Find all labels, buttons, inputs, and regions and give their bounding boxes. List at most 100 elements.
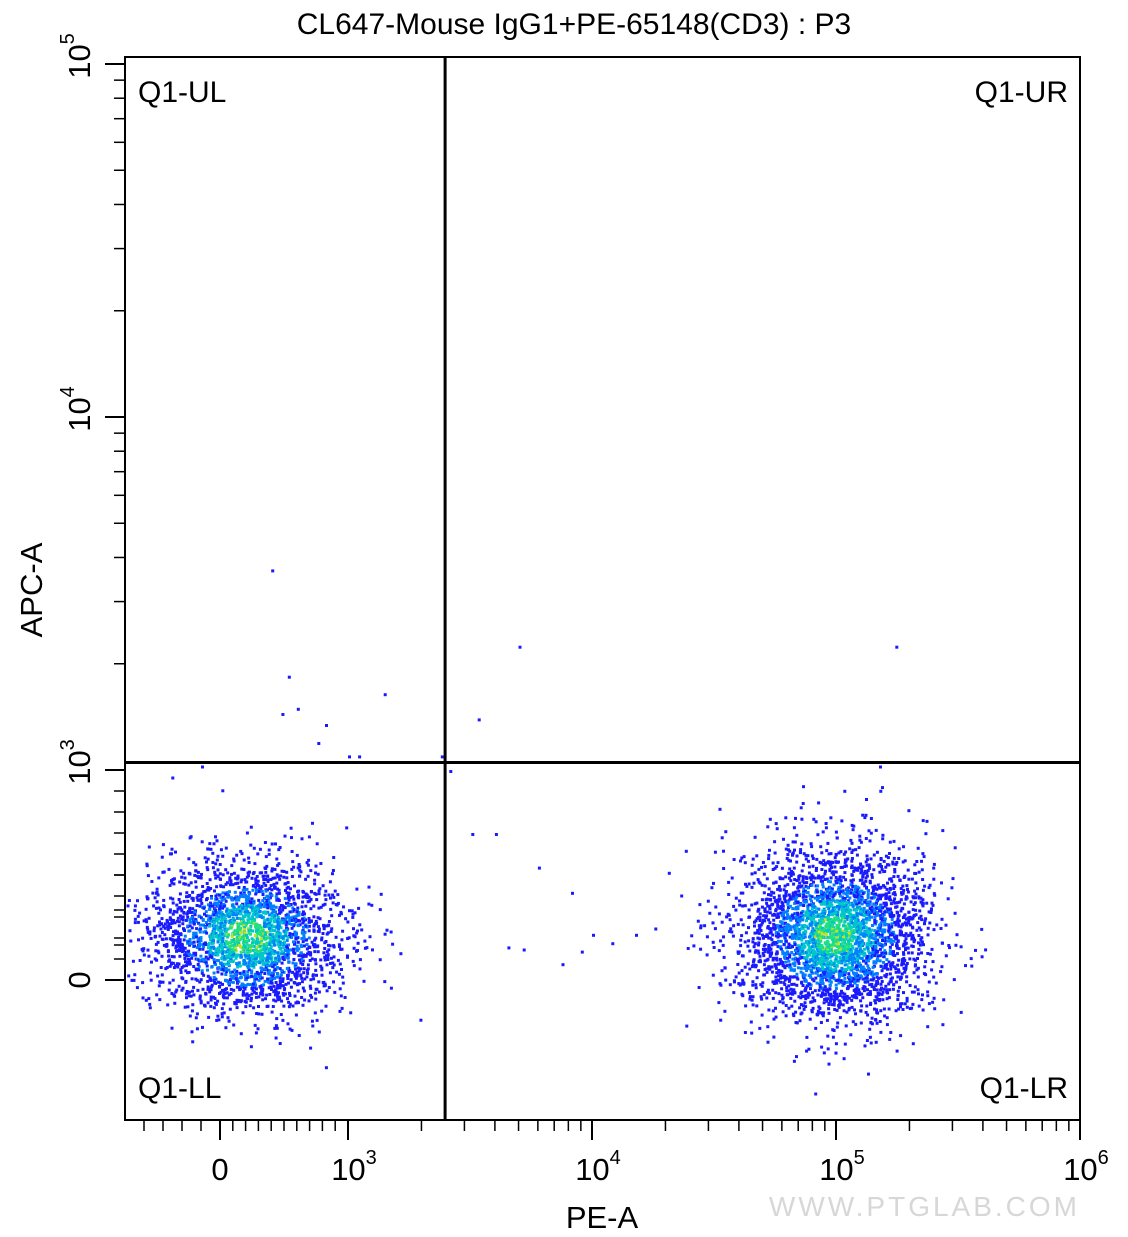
event-dot: [323, 982, 327, 986]
event-dot: [897, 958, 901, 962]
event-dot: [179, 968, 183, 972]
event-dot: [787, 984, 791, 988]
event-dot: [869, 1021, 873, 1024]
event-dot: [222, 904, 226, 908]
event-dot: [254, 954, 258, 957]
event-dot: [233, 919, 237, 923]
event-dot: [821, 982, 825, 985]
event-dot: [907, 877, 911, 881]
event-dot: [774, 966, 778, 970]
event-dot: [237, 886, 241, 889]
event-dot: [278, 906, 282, 910]
event-dot: [762, 891, 766, 895]
event-dot: [255, 937, 259, 941]
event-dot: [887, 929, 891, 933]
event-dot: [855, 991, 859, 995]
event-dot: [817, 801, 821, 805]
event-dot: [208, 952, 212, 956]
event-dot: [272, 938, 276, 942]
event-dot: [819, 890, 823, 894]
event-dot: [215, 839, 219, 843]
event-dot: [314, 962, 318, 966]
event-dot: [270, 958, 274, 962]
event-dot: [197, 921, 201, 925]
event-dot: [930, 901, 934, 905]
event-dot: [161, 843, 165, 847]
event-dot: [858, 878, 862, 882]
event-dot: [790, 1004, 794, 1008]
event-dot: [782, 981, 786, 985]
event-dot: [286, 904, 290, 908]
event-dot: [879, 897, 882, 901]
event-dot: [835, 997, 839, 1001]
event-dot: [145, 862, 149, 866]
event-dot: [908, 984, 912, 987]
event-dot: [856, 975, 860, 979]
event-dot: [731, 934, 735, 938]
event-dot: [801, 892, 805, 896]
event-dot: [174, 990, 178, 994]
event-dot: [879, 1009, 883, 1013]
event-dot: [225, 979, 228, 983]
event-dot: [258, 974, 261, 978]
event-dot: [804, 884, 808, 888]
event-dot: [311, 821, 314, 825]
event-dot: [272, 969, 276, 973]
event-dot: [774, 979, 778, 983]
event-dot: [855, 885, 859, 889]
event-dot: [211, 910, 215, 914]
event-dot: [804, 857, 808, 861]
event-dot: [861, 882, 865, 886]
event-dot: [323, 893, 327, 897]
event-dot: [714, 905, 718, 909]
event-dot: [267, 922, 271, 925]
event-dot: [217, 915, 221, 919]
event-dot: [893, 870, 897, 874]
event-dot: [854, 987, 858, 991]
event-dot: [245, 992, 249, 996]
event-dot: [277, 991, 280, 995]
event-dot: [932, 975, 936, 979]
event-dot: [740, 856, 744, 860]
event-dot: [892, 965, 896, 969]
event-dot: [925, 819, 929, 823]
event-dot: [230, 872, 233, 876]
event-dot: [138, 911, 142, 915]
event-dot: [312, 977, 316, 981]
event-dot: [178, 945, 182, 949]
event-dot: [871, 965, 875, 969]
event-dot: [854, 972, 858, 975]
event-dot: [873, 915, 877, 919]
event-dot: [363, 939, 367, 943]
event-dot: [270, 962, 274, 966]
event-dot: [931, 1000, 935, 1004]
event-dot: [902, 942, 906, 946]
event-dot: [195, 896, 199, 900]
event-dot: [183, 1005, 187, 1009]
event-dot: [300, 976, 304, 980]
event-dot: [297, 896, 301, 900]
event-dot: [212, 971, 216, 975]
event-dot: [253, 951, 257, 955]
event-dot: [865, 798, 868, 801]
event-dot: [816, 1009, 820, 1013]
event-dot: [173, 938, 177, 942]
event-dot: [864, 961, 868, 965]
event-dot: [206, 979, 210, 983]
event-dot: [206, 923, 209, 927]
event-dot: [244, 913, 248, 917]
event-dot: [865, 954, 869, 958]
event-dot: [205, 866, 209, 870]
event-dot: [269, 904, 273, 908]
event-dot: [850, 851, 854, 854]
event-dot: [192, 951, 196, 955]
event-dot: [184, 918, 188, 922]
event-dot: [238, 943, 242, 947]
event-dot: [742, 981, 746, 985]
event-dot: [169, 922, 173, 926]
event-dot: [304, 953, 307, 957]
event-dot: [872, 868, 876, 872]
event-dot: [280, 984, 284, 988]
event-dot: [228, 883, 232, 887]
event-dot: [833, 865, 837, 869]
